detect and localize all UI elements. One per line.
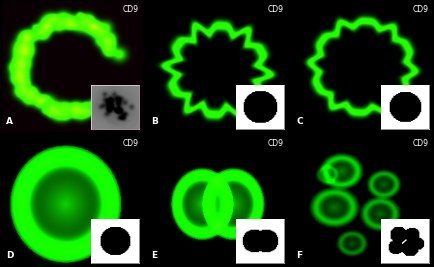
Text: B: B xyxy=(151,117,158,126)
Text: CD9: CD9 xyxy=(267,5,283,14)
Text: CD9: CD9 xyxy=(267,139,283,148)
Text: CD9: CD9 xyxy=(412,139,427,148)
Text: F: F xyxy=(296,252,302,260)
Text: E: E xyxy=(151,252,157,260)
Text: C: C xyxy=(296,117,302,126)
Text: CD9: CD9 xyxy=(412,5,427,14)
Text: CD9: CD9 xyxy=(122,139,138,148)
Text: D: D xyxy=(7,252,14,260)
Text: CD9: CD9 xyxy=(122,5,138,14)
Text: A: A xyxy=(7,117,13,126)
